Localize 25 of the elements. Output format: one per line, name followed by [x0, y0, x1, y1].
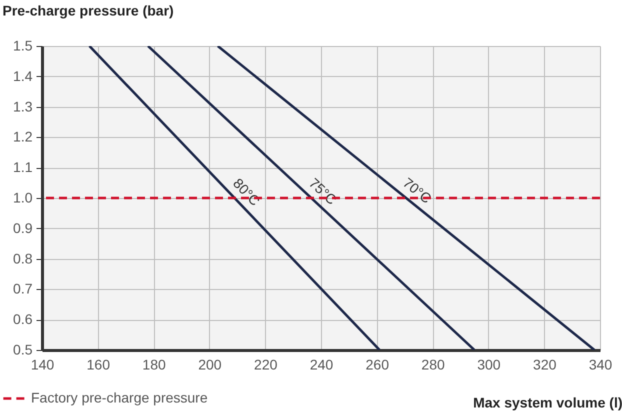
x-axis-title: Max system volume (l): [473, 394, 622, 410]
y-tick-label: 0.8: [13, 250, 33, 266]
x-tick-label: 300: [477, 356, 501, 372]
x-tick-label: 340: [588, 356, 612, 372]
x-tick-label: 180: [142, 356, 166, 372]
y-tick-label: 1.2: [13, 128, 33, 145]
x-tick-label: 260: [366, 356, 390, 372]
y-tick-label: 1.5: [13, 38, 33, 54]
y-tick-label: 1.3: [13, 98, 33, 114]
y-tick-label: 1.1: [13, 159, 33, 176]
y-tick-label: 0.9: [13, 220, 33, 236]
x-tick-label: 280: [421, 356, 445, 372]
y-tick-label: 1.0: [13, 190, 33, 206]
x-tick-label: 160: [86, 356, 110, 372]
x-tick-label: 140: [30, 356, 54, 372]
x-tick-label: 200: [198, 356, 222, 372]
legend-label: Factory pre-charge pressure: [31, 390, 208, 406]
x-tick-label: 240: [310, 356, 334, 372]
y-tick-label: 1.4: [13, 68, 33, 84]
y-axis-title: Pre-charge pressure (bar): [2, 2, 174, 18]
y-tick-label: 0.5: [13, 342, 33, 358]
y-tick-label: 0.7: [13, 280, 33, 297]
x-tick-label: 320: [533, 356, 557, 372]
y-tick-label: 0.6: [13, 311, 33, 328]
x-tick-label: 220: [254, 356, 278, 372]
